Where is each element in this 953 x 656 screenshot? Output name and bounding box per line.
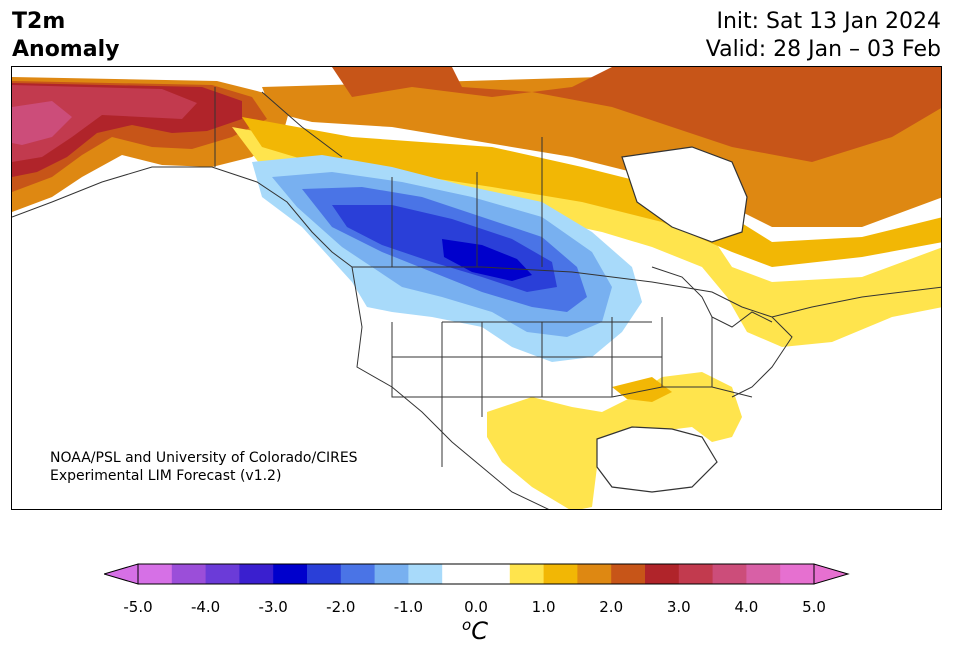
hudson-bay [621,146,748,243]
canada-warm-gold [242,117,941,267]
unit-letter: C [471,617,488,645]
colorbar-segment [171,564,207,584]
colorbar-segments [138,564,815,584]
map-canvas [12,67,941,509]
colorbar-segment [712,564,747,584]
colorbar-tick-label: 2.0 [599,598,624,616]
canada-warm-darkorange [332,67,941,162]
colorbar-segment [307,564,342,584]
colorbar-tick-label: 3.0 [666,598,691,616]
colorbar-segment [340,564,376,584]
colorbar-segment [239,564,274,584]
colorbar-segment [374,564,409,584]
colorbar-segment [138,564,173,584]
cold-anomaly-5 [442,239,532,281]
colorbar-segment [678,564,714,584]
colorbar-tick-label: -2.0 [326,598,356,616]
south-warm-gold [612,377,672,402]
map-title: T2m Anomaly [12,8,119,64]
colorbar-over-arrow [813,563,850,585]
colorbar-segment [442,564,477,584]
colorbar-segment [476,564,511,584]
colorbar-unit: oC [462,616,488,645]
colorbar-segment [611,564,646,584]
title-line-2: Anomaly [12,37,120,62]
colorbar-segment [780,564,815,584]
colorbar-segment [645,564,680,584]
valid-date: Valid: 28 Jan – 03 Feb [705,37,941,62]
colorbar-tick-label: -1.0 [393,598,424,616]
colorbar-segment [273,564,308,584]
colorbar-tick-label: -4.0 [190,598,221,616]
title-line-1: T2m [12,9,66,34]
colorbar-segment [746,564,781,584]
colorbar-segment [509,564,545,584]
colorbar-tick-label: 1.0 [531,598,556,616]
gulf-of-mexico [596,426,718,493]
colorbar-tick-label: 5.0 [802,598,826,616]
init-date: Init: Sat 13 Jan 2024 [716,9,941,34]
alaska-warm-5 [12,101,72,145]
colorbar-tick-label: -3.0 [258,598,288,616]
credit-line-2: Experimental LIM Forecast (v1.2) [50,468,282,484]
colorbar [104,563,850,585]
colorbar-segment [577,564,612,584]
credit-text: NOAA/PSL and University of Colorado/CIRE… [50,449,358,485]
colorbar-segment [205,564,240,584]
credit-line-1: NOAA/PSL and University of Colorado/CIRE… [50,450,358,466]
unit-degree: o [462,616,472,634]
borders [12,87,941,509]
colorbar-segment [408,564,443,584]
forecast-dates: Init: Sat 13 Jan 2024 Valid: 28 Jan – 03… [706,8,941,64]
anomaly-map: NOAA/PSL and University of Colorado/CIRE… [11,66,942,510]
colorbar-tick-label: 0.0 [464,598,488,616]
colorbar-tick-label: -5.0 [123,598,153,616]
colorbar-under-arrow [104,563,139,585]
alaska-warm-4 [12,85,197,162]
colorbar-segment [543,564,578,584]
colorbar-frame [137,563,815,585]
colorbar-tick-label: 4.0 [734,598,759,616]
